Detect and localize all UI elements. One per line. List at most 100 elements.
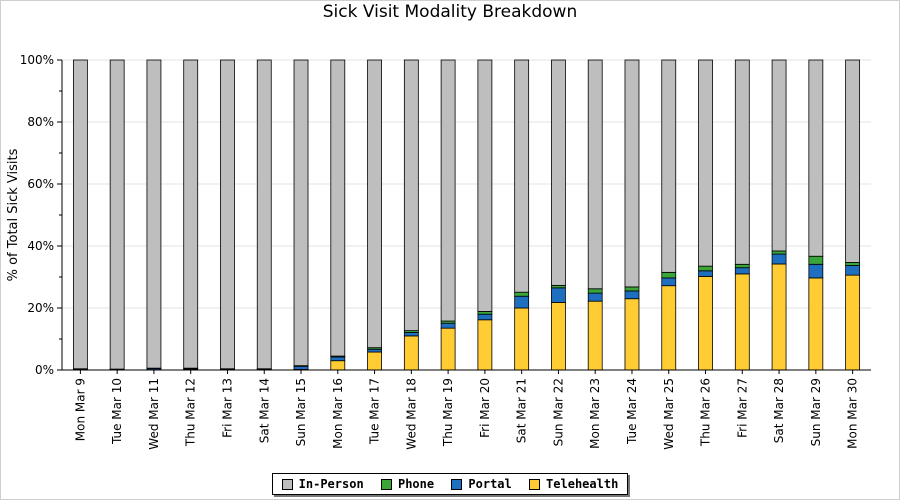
bar-phone-22 xyxy=(845,262,861,266)
bar-portal-11 xyxy=(440,322,456,329)
bar-telehealth-16 xyxy=(624,298,640,371)
bar-portal-12 xyxy=(477,313,493,321)
x-tick-label: Fri Mar 27 xyxy=(735,378,749,438)
x-tick-label: Fri Mar 20 xyxy=(478,378,492,438)
x-tick-label: Sun Mar 15 xyxy=(294,378,308,446)
bar-portal-17 xyxy=(661,277,677,287)
bar-phone-18 xyxy=(698,265,713,272)
bar-in-person-3 xyxy=(146,59,162,369)
bar-telehealth-9 xyxy=(367,351,382,371)
y-axis-label: % of Total Sick Visits xyxy=(6,148,21,281)
bar-in-person-8 xyxy=(330,59,346,357)
bar-in-person-5 xyxy=(220,59,235,370)
legend-label: In-Person xyxy=(298,477,364,491)
legend-item-portal: Portal xyxy=(451,477,512,491)
x-tick-label: Wed Mar 25 xyxy=(662,378,676,450)
bar-telehealth-22 xyxy=(845,274,861,371)
bar-in-person-10 xyxy=(403,59,419,332)
bar-telehealth-17 xyxy=(661,285,677,371)
bar-in-person-13 xyxy=(514,59,530,293)
y-tick-label: 20% xyxy=(27,301,54,315)
legend-label: Telehealth xyxy=(546,477,619,491)
bar-in-person-15 xyxy=(587,59,603,290)
bar-telehealth-13 xyxy=(514,307,530,371)
bar-telehealth-15 xyxy=(587,300,603,371)
bar-in-person-7 xyxy=(293,59,309,367)
legend-swatch xyxy=(380,478,392,490)
legend-item-phone: Phone xyxy=(380,477,435,491)
legend-swatch xyxy=(451,478,463,490)
bar-telehealth-18 xyxy=(698,275,713,371)
bar-portal-13 xyxy=(514,295,530,309)
bar-in-person-6 xyxy=(256,59,272,370)
bar-in-person-2 xyxy=(109,59,125,370)
y-tick-label: 40% xyxy=(27,239,54,253)
bar-portal-19 xyxy=(734,267,750,275)
bar-telehealth-10 xyxy=(403,335,419,371)
bar-telehealth-8 xyxy=(330,360,346,371)
x-tick-label: Tue Mar 10 xyxy=(110,378,124,445)
chart-title: Sick Visit Modality Breakdown xyxy=(322,2,578,22)
legend-swatch xyxy=(281,478,293,490)
x-tick-label: Sun Mar 22 xyxy=(551,378,565,446)
bar-phone-13 xyxy=(514,291,530,297)
bar-in-person-11 xyxy=(440,59,456,322)
bar-in-person-21 xyxy=(808,59,824,257)
x-tick-label: Thu Mar 12 xyxy=(184,378,198,447)
bar-portal-7 xyxy=(293,365,309,370)
x-tick-label: Mon Mar 16 xyxy=(331,378,345,449)
bar-portal-8 xyxy=(330,356,346,362)
x-tick-label: Sun Mar 29 xyxy=(809,378,823,446)
legend-swatch xyxy=(529,478,541,490)
bar-telehealth-21 xyxy=(808,277,824,371)
bar-telehealth-19 xyxy=(734,273,750,371)
bar-telehealth-12 xyxy=(477,319,493,371)
x-tick-label: Mon Mar 23 xyxy=(588,378,602,449)
bar-in-person-22 xyxy=(845,59,861,263)
bar-telehealth-11 xyxy=(440,327,456,371)
legend-label: Phone xyxy=(397,477,435,491)
legend-label: Portal xyxy=(468,477,512,491)
bar-in-person-12 xyxy=(477,59,493,312)
bar-phone-12 xyxy=(477,311,493,315)
bar-portal-18 xyxy=(698,270,713,277)
bar-phone-15 xyxy=(587,288,603,294)
x-tick-label: Wed Mar 18 xyxy=(404,378,418,450)
x-tick-label: Tue Mar 17 xyxy=(368,378,382,445)
y-tick-label: 0% xyxy=(35,363,54,377)
bar-telehealth-20 xyxy=(771,263,787,371)
x-tick-label: Thu Mar 19 xyxy=(441,378,455,447)
y-tick-label: 80% xyxy=(27,115,54,129)
x-tick-label: Thu Mar 26 xyxy=(699,378,713,447)
bar-in-person-1 xyxy=(72,59,88,370)
x-tick-label: Fri Mar 13 xyxy=(220,378,234,438)
x-tick-label: Mon Mar 9 xyxy=(73,378,87,441)
bar-portal-9 xyxy=(367,348,382,353)
bar-in-person-19 xyxy=(734,59,750,265)
bar-portal-21 xyxy=(808,263,824,279)
bar-in-person-17 xyxy=(661,59,677,273)
bar-in-person-9 xyxy=(367,59,382,349)
bar-portal-20 xyxy=(771,253,787,265)
x-tick-label: Sat Mar 21 xyxy=(515,378,529,443)
bar-in-person-18 xyxy=(698,59,713,267)
x-tick-label: Sat Mar 14 xyxy=(257,378,271,443)
bar-phone-20 xyxy=(771,250,787,255)
bar-portal-22 xyxy=(845,265,861,276)
bar-phone-17 xyxy=(661,271,677,279)
bar-in-person-14 xyxy=(551,59,566,286)
y-tick-label: 60% xyxy=(27,177,54,191)
bar-portal-10 xyxy=(403,332,419,337)
legend-item-telehealth: Telehealth xyxy=(529,477,618,491)
bar-portal-16 xyxy=(624,290,640,300)
bar-portal-14 xyxy=(551,287,566,303)
bar-in-person-4 xyxy=(183,59,199,369)
x-tick-label: Sat Mar 28 xyxy=(772,378,786,443)
x-tick-label: Mon Mar 30 xyxy=(846,378,860,449)
x-tick-label: Wed Mar 11 xyxy=(147,378,161,450)
bar-phone-19 xyxy=(734,263,750,269)
bar-phone-21 xyxy=(808,255,824,265)
chart-legend: In-Person Phone Portal Telehealth xyxy=(272,473,628,495)
x-tick-label: Tue Mar 24 xyxy=(625,378,639,445)
